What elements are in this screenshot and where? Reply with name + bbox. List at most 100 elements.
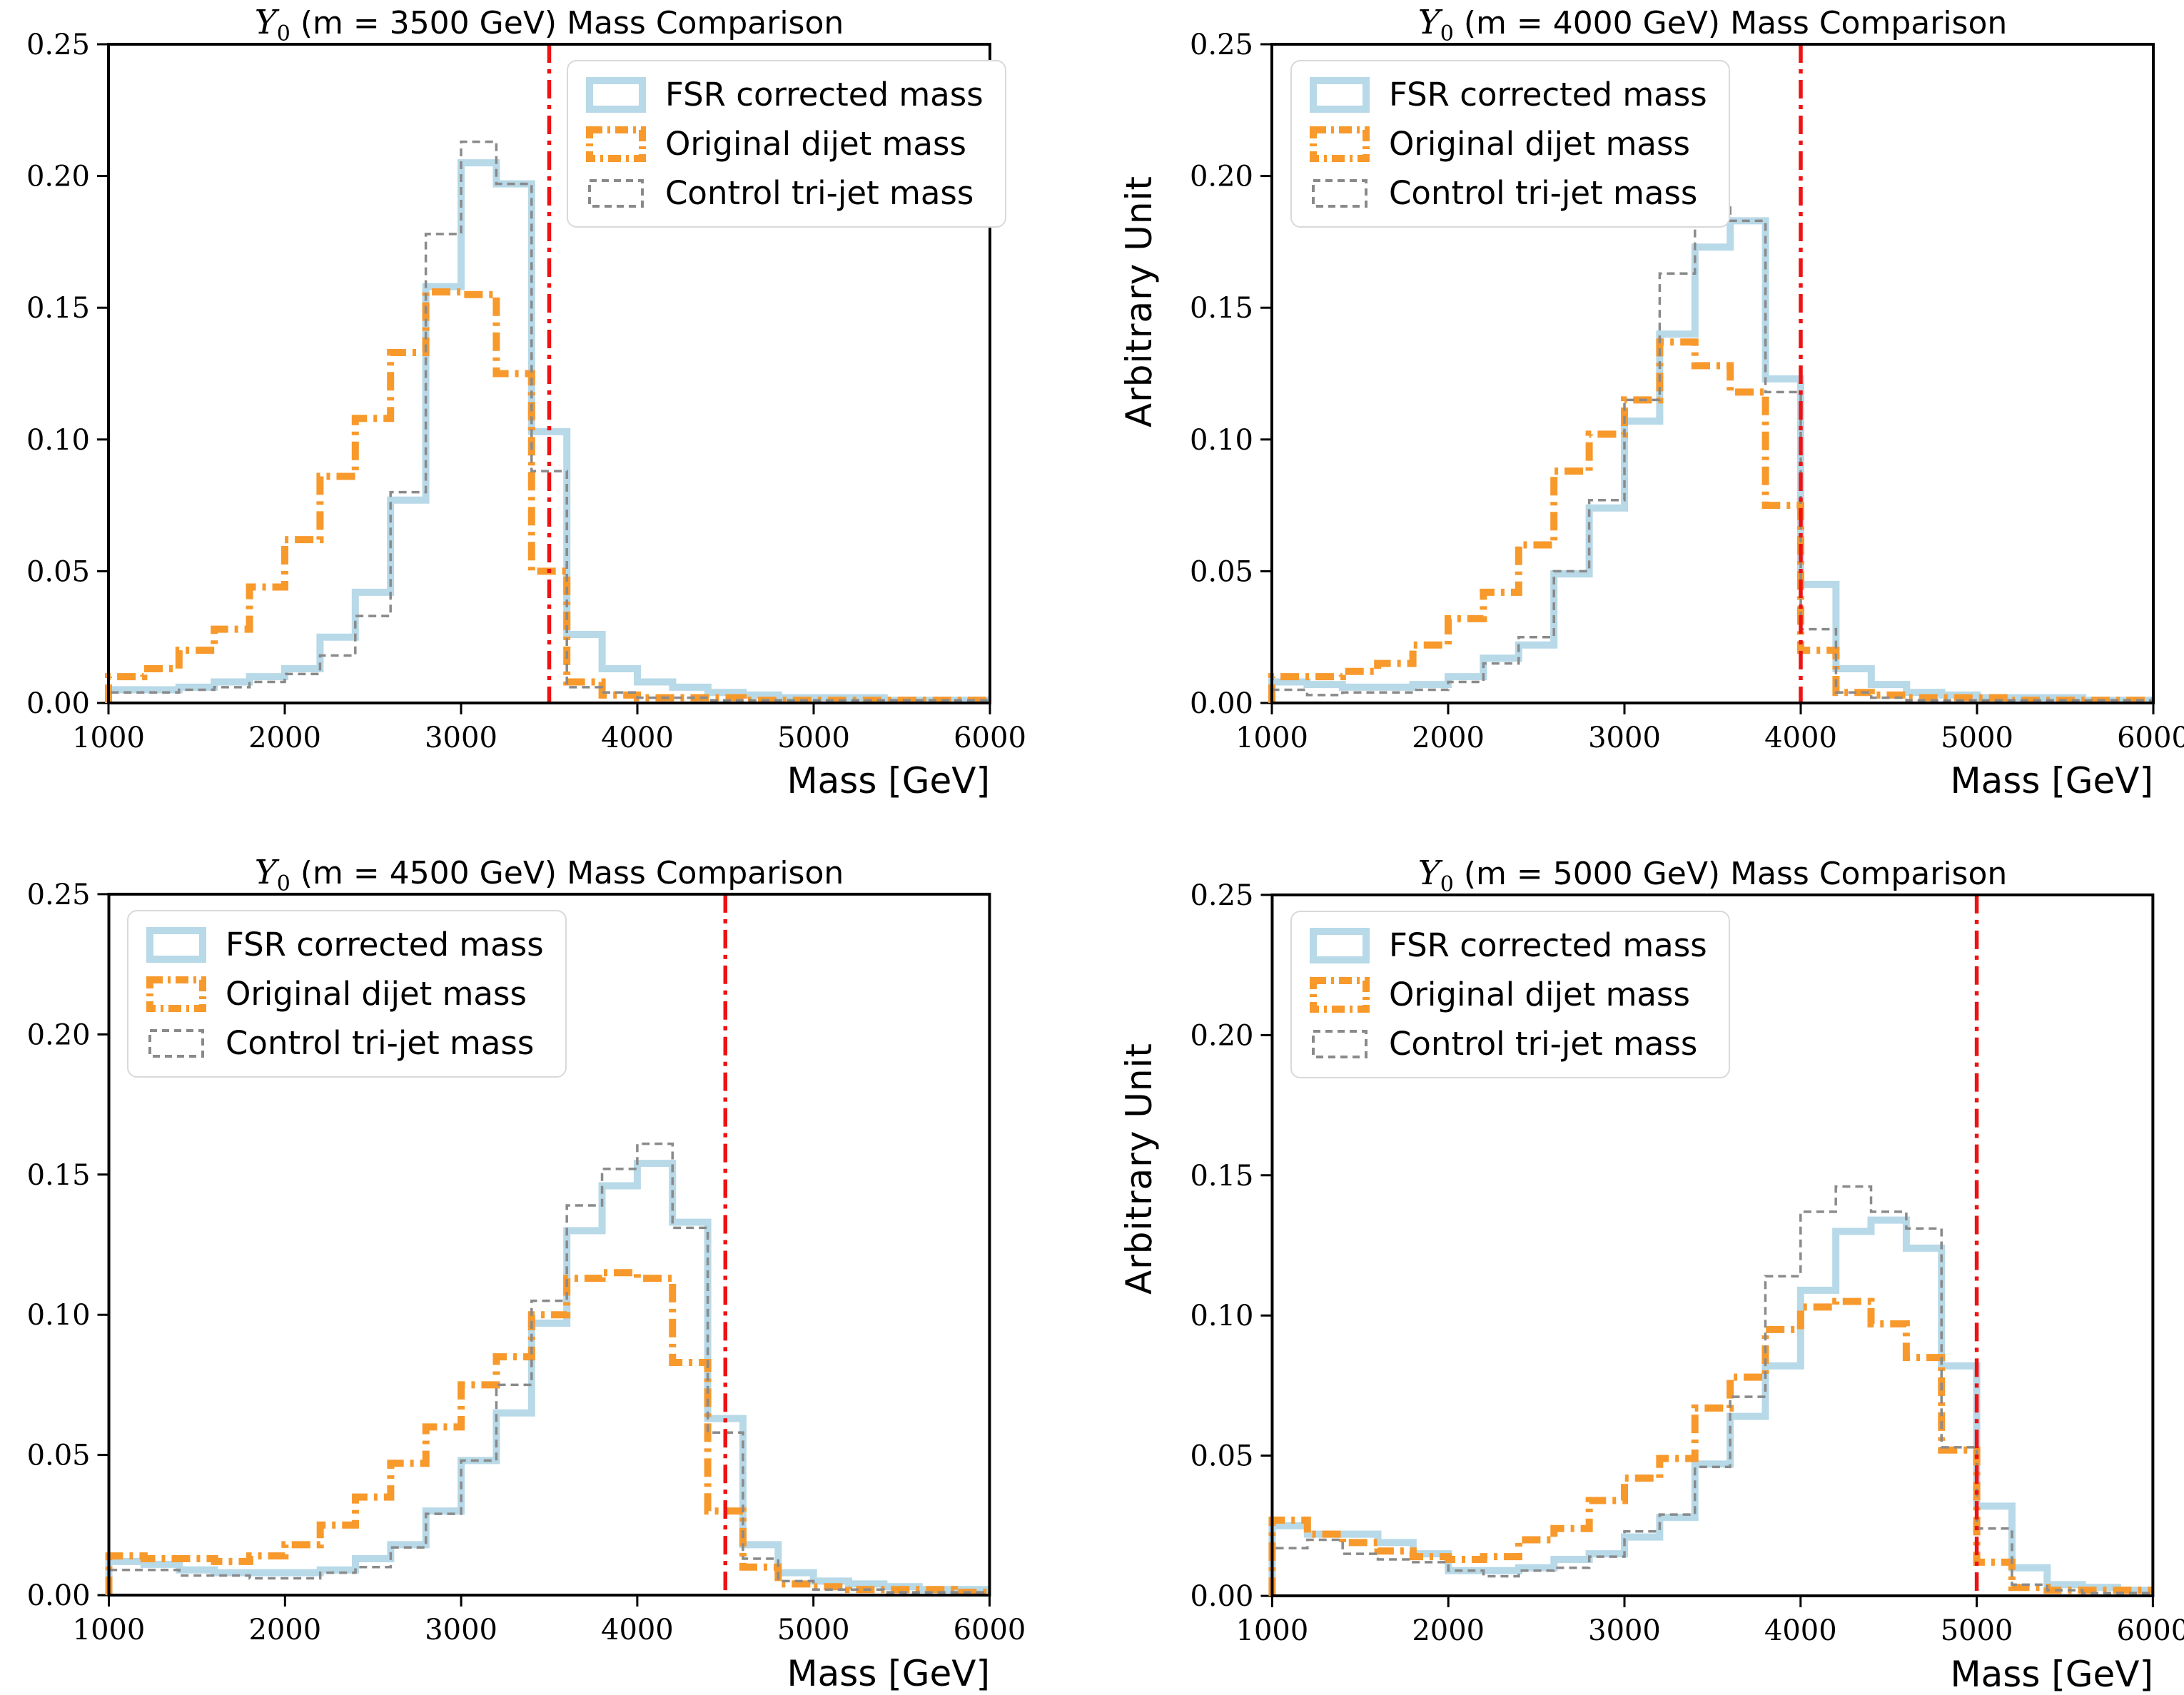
y-tick-label: 0.15 [1190, 1160, 1253, 1193]
x-tick-label: 2000 [1412, 1614, 1485, 1647]
legend-label: Original dijet mass [1389, 125, 1690, 163]
y-tick-label: 0.00 [1190, 687, 1253, 720]
y-tick-label: 0.15 [26, 292, 90, 325]
x-tick-label: 5000 [777, 1614, 850, 1646]
title-text: (m = 5000 GeV) Mass Comparison [1453, 856, 2008, 892]
y-tick-label: 0.05 [26, 555, 90, 588]
legend-label: Control tri-jet mass [1389, 1025, 1698, 1063]
y-tick-label: 0.25 [27, 879, 91, 911]
fsr-swatch-icon [1310, 927, 1370, 963]
x-axis-label: Mass [GeV] [1950, 1654, 2154, 1695]
x-tick-label: 4000 [601, 1614, 674, 1646]
x-tick-label: 1000 [1235, 722, 1308, 754]
y-tick-label: 0.20 [1190, 1019, 1253, 1052]
y-tick-label: 0.15 [27, 1159, 91, 1192]
trijet-swatch-icon [588, 178, 644, 208]
subplot-title: Y0 (m = 4500 GeV) Mass Comparison [108, 853, 990, 896]
title-subscript: 0 [276, 871, 290, 896]
trijet-swatch-icon [1312, 1029, 1367, 1058]
legend-box: FSR corrected mass Original dijet mass C… [127, 910, 567, 1078]
histogram-plot: 0.00 0.05 0.10 0.15 0.20 0.25 1000 2000 3000 4000… [26, 29, 1026, 754]
subplot-m5000: Y0 (m = 5000 GeV) Mass Comparison Arbitr… [1092, 827, 2184, 1695]
control-trijet-mass-curve [1270, 206, 2153, 703]
fsr-swatch-icon [146, 926, 206, 963]
y-tick-label: 0.10 [27, 1299, 91, 1332]
subplot-title: Y0 (m = 5000 GeV) Mass Comparison [1272, 854, 2153, 897]
legend-item-fsr: FSR corrected mass [585, 76, 984, 113]
title-text: (m = 3500 GeV) Mass Comparison [290, 5, 844, 41]
legend-label: Original dijet mass [665, 125, 966, 163]
title-symbol: Y [1417, 854, 1440, 893]
legend-item-fsr: FSR corrected mass [1309, 76, 1707, 113]
x-tick-label: 4000 [601, 722, 674, 754]
x-axis-label: Mass [GeV] [787, 760, 991, 801]
dijet-swatch-icon [1310, 976, 1370, 1013]
x-tick-label: 6000 [2117, 722, 2184, 754]
title-subscript: 0 [276, 21, 290, 46]
dijet-swatch-icon [146, 976, 206, 1012]
plot-frame [107, 892, 991, 1597]
trijet-swatch-icon [1312, 178, 1367, 208]
legend-label: Control tri-jet mass [1389, 174, 1698, 212]
legend-item-dijet: Original dijet mass [146, 975, 544, 1013]
fsr-swatch-icon [1310, 76, 1370, 113]
original-dijet-mass-curve [1268, 1297, 2153, 1597]
dijet-swatch-icon [1310, 126, 1370, 162]
y-tick-label: 0.00 [1190, 1580, 1253, 1613]
fsr-swatch-icon [586, 76, 646, 113]
x-tick-label: 3000 [425, 1614, 497, 1646]
y-tick-label: 0.20 [26, 161, 90, 193]
histogram-plot: 0.00 0.05 0.10 0.15 0.20 0.25 1000 2000 3000 4000… [1190, 879, 2184, 1647]
x-axis-label: Mass [GeV] [1950, 760, 2154, 801]
x-axis-label: Mass [GeV] [787, 1653, 991, 1694]
subplot-m4000: Y0 (m = 4000 GeV) Mass Comparison Arbitr… [1092, 0, 2184, 826]
x-tick-label: 4000 [1764, 1614, 1837, 1647]
y-tick-label: 0.05 [1190, 1440, 1253, 1473]
plot-frame [1270, 893, 2155, 1598]
x-tick-label: 6000 [954, 1614, 1026, 1646]
y-tick-label: 0.10 [26, 424, 90, 457]
legend-label: Original dijet mass [1389, 976, 1690, 1013]
legend-item-trijet: Control tri-jet mass [1309, 174, 1707, 212]
original-dijet-mass-curve [1268, 338, 2153, 704]
subplot-m3500: Y0 (m = 3500 GeV) Mass Comparison Arbitr… [0, 0, 1092, 826]
legend-label: Control tri-jet mass [226, 1024, 535, 1062]
y-tick-label: 0.20 [27, 1018, 91, 1051]
subplot-title: Y0 (m = 3500 GeV) Mass Comparison [108, 3, 990, 46]
legend-box: FSR corrected mass Original dijet mass C… [1290, 911, 1730, 1078]
legend-item-trijet: Control tri-jet mass [1309, 1025, 1707, 1063]
x-tick-label: 2000 [248, 722, 321, 754]
title-symbol: Y [254, 853, 277, 892]
legend-item-dijet: Original dijet mass [1309, 976, 1707, 1013]
y-tick-label: 0.10 [1190, 424, 1253, 457]
x-tick-label: 5000 [1941, 1614, 2013, 1647]
legend-label: Original dijet mass [226, 975, 527, 1013]
legend-item-fsr: FSR corrected mass [1309, 926, 1707, 964]
title-symbol: Y [254, 3, 277, 42]
title-text: (m = 4000 GeV) Mass Comparison [1453, 5, 2008, 41]
x-tick-label: 1000 [73, 1614, 146, 1646]
x-tick-label: 2000 [1412, 722, 1485, 754]
title-symbol: Y [1417, 3, 1440, 42]
legend-item-trijet: Control tri-jet mass [585, 174, 984, 212]
control-trijet-mass-curve [107, 1142, 990, 1596]
legend-label: FSR corrected mass [226, 926, 544, 963]
histogram-plot: 0.00 0.05 0.10 0.15 0.20 0.25 1000 2000 3000 4000… [27, 879, 1026, 1646]
control-trijet-mass-curve [1270, 1185, 2153, 1597]
title-text: (m = 4500 GeV) Mass Comparison [290, 855, 844, 891]
x-tick-label: 3000 [425, 722, 497, 754]
x-tick-label: 3000 [1588, 1614, 1661, 1647]
legend-item-dijet: Original dijet mass [1309, 125, 1707, 163]
legend-box: FSR corrected mass Original dijet mass C… [567, 60, 1006, 228]
fsr-corrected-mass-curve [1268, 217, 2153, 704]
x-tick-label: 6000 [2117, 1614, 2184, 1647]
trijet-swatch-icon [148, 1028, 204, 1058]
y-tick-label: 0.20 [1190, 161, 1253, 193]
x-tick-label: 5000 [1941, 722, 2013, 754]
y-tick-label: 0.05 [27, 1440, 91, 1472]
subplot-title: Y0 (m = 4000 GeV) Mass Comparison [1272, 3, 2153, 46]
y-tick-label: 0.00 [27, 1579, 91, 1612]
plot-frame [107, 43, 991, 704]
y-tick-label: 0.25 [1190, 29, 1253, 61]
plot-frame [1270, 43, 2155, 704]
